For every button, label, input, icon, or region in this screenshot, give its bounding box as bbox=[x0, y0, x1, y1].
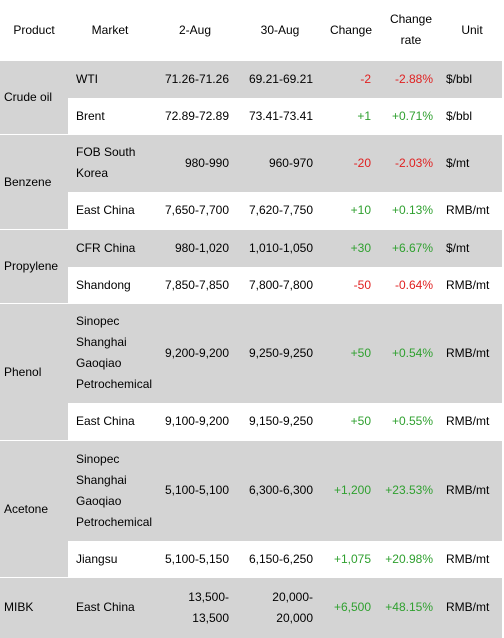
header-market: Market bbox=[68, 0, 152, 61]
change-cell: +10 bbox=[322, 191, 380, 230]
rate-cell: +0.54% bbox=[380, 303, 442, 403]
data-row: Jiangsu 5,100-5,150 6,150-6,250 +1,075 +20.9… bbox=[0, 540, 502, 578]
table-body: Crude oil WTI 71.26-71.26 69.21-69.21 -2 -2.8… bbox=[0, 60, 502, 638]
rate-cell: -0.64% bbox=[380, 266, 442, 304]
price-cell: 20,000-20,000 bbox=[238, 577, 322, 638]
unit-cell: $/mt bbox=[442, 134, 502, 192]
price-cell: 7,800-7,800 bbox=[238, 266, 322, 304]
rate-cell: +0.55% bbox=[380, 402, 442, 441]
price-cell: 7,650-7,700 bbox=[152, 191, 238, 230]
unit-cell: $/bbl bbox=[442, 97, 502, 135]
price-cell: 7,620-7,750 bbox=[238, 191, 322, 230]
rate-cell: +20.98% bbox=[380, 540, 442, 578]
header-unit: Unit bbox=[442, 0, 502, 61]
header-change-rate: Change rate bbox=[380, 0, 442, 61]
header-row: Product Market 2-Aug 30-Aug Change Change rat… bbox=[0, 0, 502, 61]
price-cell: 960-970 bbox=[238, 134, 322, 192]
data-row: Phenol Sinopec Shanghai Gaoqiao Petrochem… bbox=[0, 303, 502, 441]
data-row: East China 9,100-9,200 9,150-9,250 +50 +0.55… bbox=[0, 402, 502, 441]
price-cell: 9,200-9,200 bbox=[152, 303, 238, 403]
unit-cell: RMB/mt bbox=[442, 266, 502, 304]
price-cell: 71.26-71.26 bbox=[152, 60, 238, 98]
change-cell: +30 bbox=[322, 229, 380, 267]
change-cell: +1,200 bbox=[322, 440, 380, 541]
rate-cell: +0.71% bbox=[380, 97, 442, 135]
unit-cell: $/bbl bbox=[442, 60, 502, 98]
market-cell: FOB South Korea bbox=[68, 134, 152, 192]
header-product: Product bbox=[0, 0, 68, 61]
product-cell: Propylene bbox=[0, 229, 68, 304]
data-row: MIBK East China 13,500-13,500 20,000-20,000… bbox=[0, 577, 502, 638]
rate-cell: +48.15% bbox=[380, 577, 442, 638]
market-cell: Shandong bbox=[68, 266, 152, 304]
change-cell: -20 bbox=[322, 134, 380, 192]
unit-cell: $/mt bbox=[442, 229, 502, 267]
market-cell: Sinopec Shanghai Gaoqiao Petrochemical bbox=[68, 303, 152, 403]
data-row: Benzene FOB South Korea 980-990 960-970 -20-… bbox=[0, 134, 502, 230]
market-cell: CFR China bbox=[68, 229, 152, 267]
price-cell: 980-990 bbox=[152, 134, 238, 192]
data-row: East China 7,650-7,700 7,620-7,750 +10 +0.13… bbox=[0, 191, 502, 230]
data-row: Crude oil WTI 71.26-71.26 69.21-69.21 -2 -2.8… bbox=[0, 60, 502, 135]
market-cell: Jiangsu bbox=[68, 540, 152, 578]
price-cell: 980-1,020 bbox=[152, 229, 238, 267]
change-cell: -2 bbox=[322, 60, 380, 98]
price-cell: 69.21-69.21 bbox=[238, 60, 322, 98]
price-cell: 7,850-7,850 bbox=[152, 266, 238, 304]
price-cell: 6,300-6,300 bbox=[238, 440, 322, 541]
rate-cell: +0.13% bbox=[380, 191, 442, 230]
unit-cell: RMB/mt bbox=[442, 440, 502, 541]
price-cell: 1,010-1,050 bbox=[238, 229, 322, 267]
price-cell: 9,150-9,250 bbox=[238, 402, 322, 441]
price-cell: 72.89-72.89 bbox=[152, 97, 238, 135]
price-cell: 73.41-73.41 bbox=[238, 97, 322, 135]
header-date-2: 30-Aug bbox=[238, 0, 322, 61]
price-cell: 13,500-13,500 bbox=[152, 577, 238, 638]
price-cell: 9,100-9,200 bbox=[152, 402, 238, 441]
market-cell: Brent bbox=[68, 97, 152, 135]
rate-cell: +6.67% bbox=[380, 229, 442, 267]
market-cell: East China bbox=[68, 577, 152, 638]
unit-cell: RMB/mt bbox=[442, 402, 502, 441]
change-cell: +6,500 bbox=[322, 577, 380, 638]
change-cell: +50 bbox=[322, 303, 380, 403]
header-date-1: 2-Aug bbox=[152, 0, 238, 61]
product-cell: Phenol bbox=[0, 303, 68, 441]
product-cell: Benzene bbox=[0, 134, 68, 230]
data-row: Acetone Sinopec Shanghai Gaoqiao Petroche… bbox=[0, 440, 502, 578]
data-row: Shandong 7,850-7,850 7,800-7,800 -50 -0.64% R… bbox=[0, 266, 502, 304]
header-change: Change bbox=[322, 0, 380, 61]
change-cell: +1 bbox=[322, 97, 380, 135]
rate-cell: +23.53% bbox=[380, 440, 442, 541]
price-cell: 5,100-5,150 bbox=[152, 540, 238, 578]
unit-cell: RMB/mt bbox=[442, 303, 502, 403]
product-cell: Acetone bbox=[0, 440, 68, 578]
product-cell: MIBK bbox=[0, 577, 68, 638]
market-cell: Sinopec Shanghai Gaoqiao Petrochemical bbox=[68, 440, 152, 541]
market-cell: WTI bbox=[68, 60, 152, 98]
unit-cell: RMB/mt bbox=[442, 577, 502, 638]
unit-cell: RMB/mt bbox=[442, 191, 502, 230]
rate-cell: -2.88% bbox=[380, 60, 442, 98]
market-cell: East China bbox=[68, 191, 152, 230]
change-cell: +50 bbox=[322, 402, 380, 441]
rate-cell: -2.03% bbox=[380, 134, 442, 192]
data-row: Brent 72.89-72.89 73.41-73.41 +1 +0.71% $/bbl bbox=[0, 97, 502, 135]
price-cell: 6,150-6,250 bbox=[238, 540, 322, 578]
unit-cell: RMB/mt bbox=[442, 540, 502, 578]
market-cell: East China bbox=[68, 402, 152, 441]
change-cell: -50 bbox=[322, 266, 380, 304]
product-cell: Crude oil bbox=[0, 60, 68, 135]
price-cell: 5,100-5,100 bbox=[152, 440, 238, 541]
data-row: Propylene CFR China 980-1,020 1,010-1,050 +3… bbox=[0, 229, 502, 304]
price-cell: 9,250-9,250 bbox=[238, 303, 322, 403]
change-cell: +1,075 bbox=[322, 540, 380, 578]
